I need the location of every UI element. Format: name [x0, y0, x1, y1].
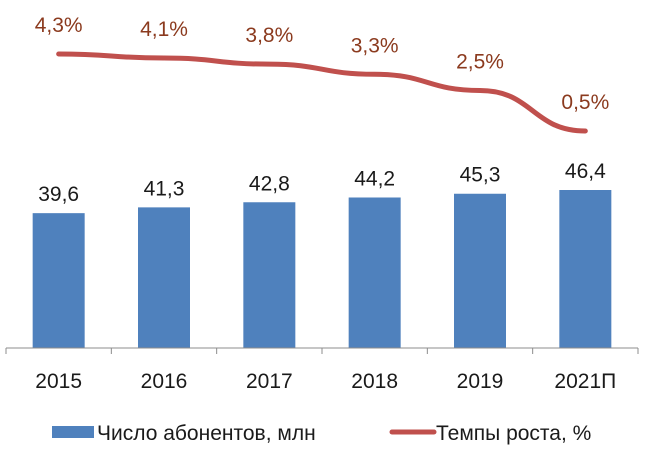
legend-bar-label: Число абонентов, млн: [97, 422, 316, 445]
x-tick-label: 2016: [141, 370, 188, 393]
bar-2018: [348, 197, 401, 348]
x-axis: 2015 2016 2017 2018 2019 2021П: [5, 347, 639, 393]
bar-value-label: 42,8: [249, 172, 290, 195]
bars-layer: 39,6 41,3 42,8 44,2 45,3 46,4: [32, 160, 612, 348]
legend-bar-swatch: [52, 426, 94, 438]
growth-value-label: 4,3%: [35, 14, 83, 37]
bar-2021П: [559, 190, 612, 348]
growth-value-label: 2,5%: [456, 50, 504, 73]
bar-value-label: 41,3: [144, 177, 185, 200]
bar-value-label: 39,6: [38, 183, 79, 206]
growth-value-label: 3,3%: [351, 34, 399, 57]
x-tick-label: 2018: [351, 370, 398, 393]
bar-2015: [32, 213, 85, 348]
bar-2016: [138, 207, 190, 348]
bar-value-label: 46,4: [565, 160, 606, 183]
legend-line-label: Темпы роста, %: [436, 422, 591, 445]
growth-line-layer: 4,3% 4,1% 3,8% 3,3% 2,5% 0,5%: [35, 14, 609, 134]
growth-value-label: 3,8%: [245, 24, 293, 47]
bar-value-label: 44,2: [354, 167, 395, 190]
bar-value-label: 45,3: [460, 164, 501, 187]
bar-2019: [454, 193, 506, 348]
growth-value-label: 4,1%: [140, 18, 188, 41]
growth-rate-line: [56, 51, 588, 134]
bar-2017: [243, 202, 296, 348]
legend: Число абонентов, млн Темпы роста, %: [52, 422, 591, 445]
x-tick-label: 2019: [457, 370, 504, 393]
x-tick-label: 2021П: [554, 370, 616, 393]
x-tick-label: 2015: [35, 370, 82, 393]
growth-value-label: 0,5%: [561, 91, 609, 114]
x-tick-label: 2017: [246, 370, 293, 393]
